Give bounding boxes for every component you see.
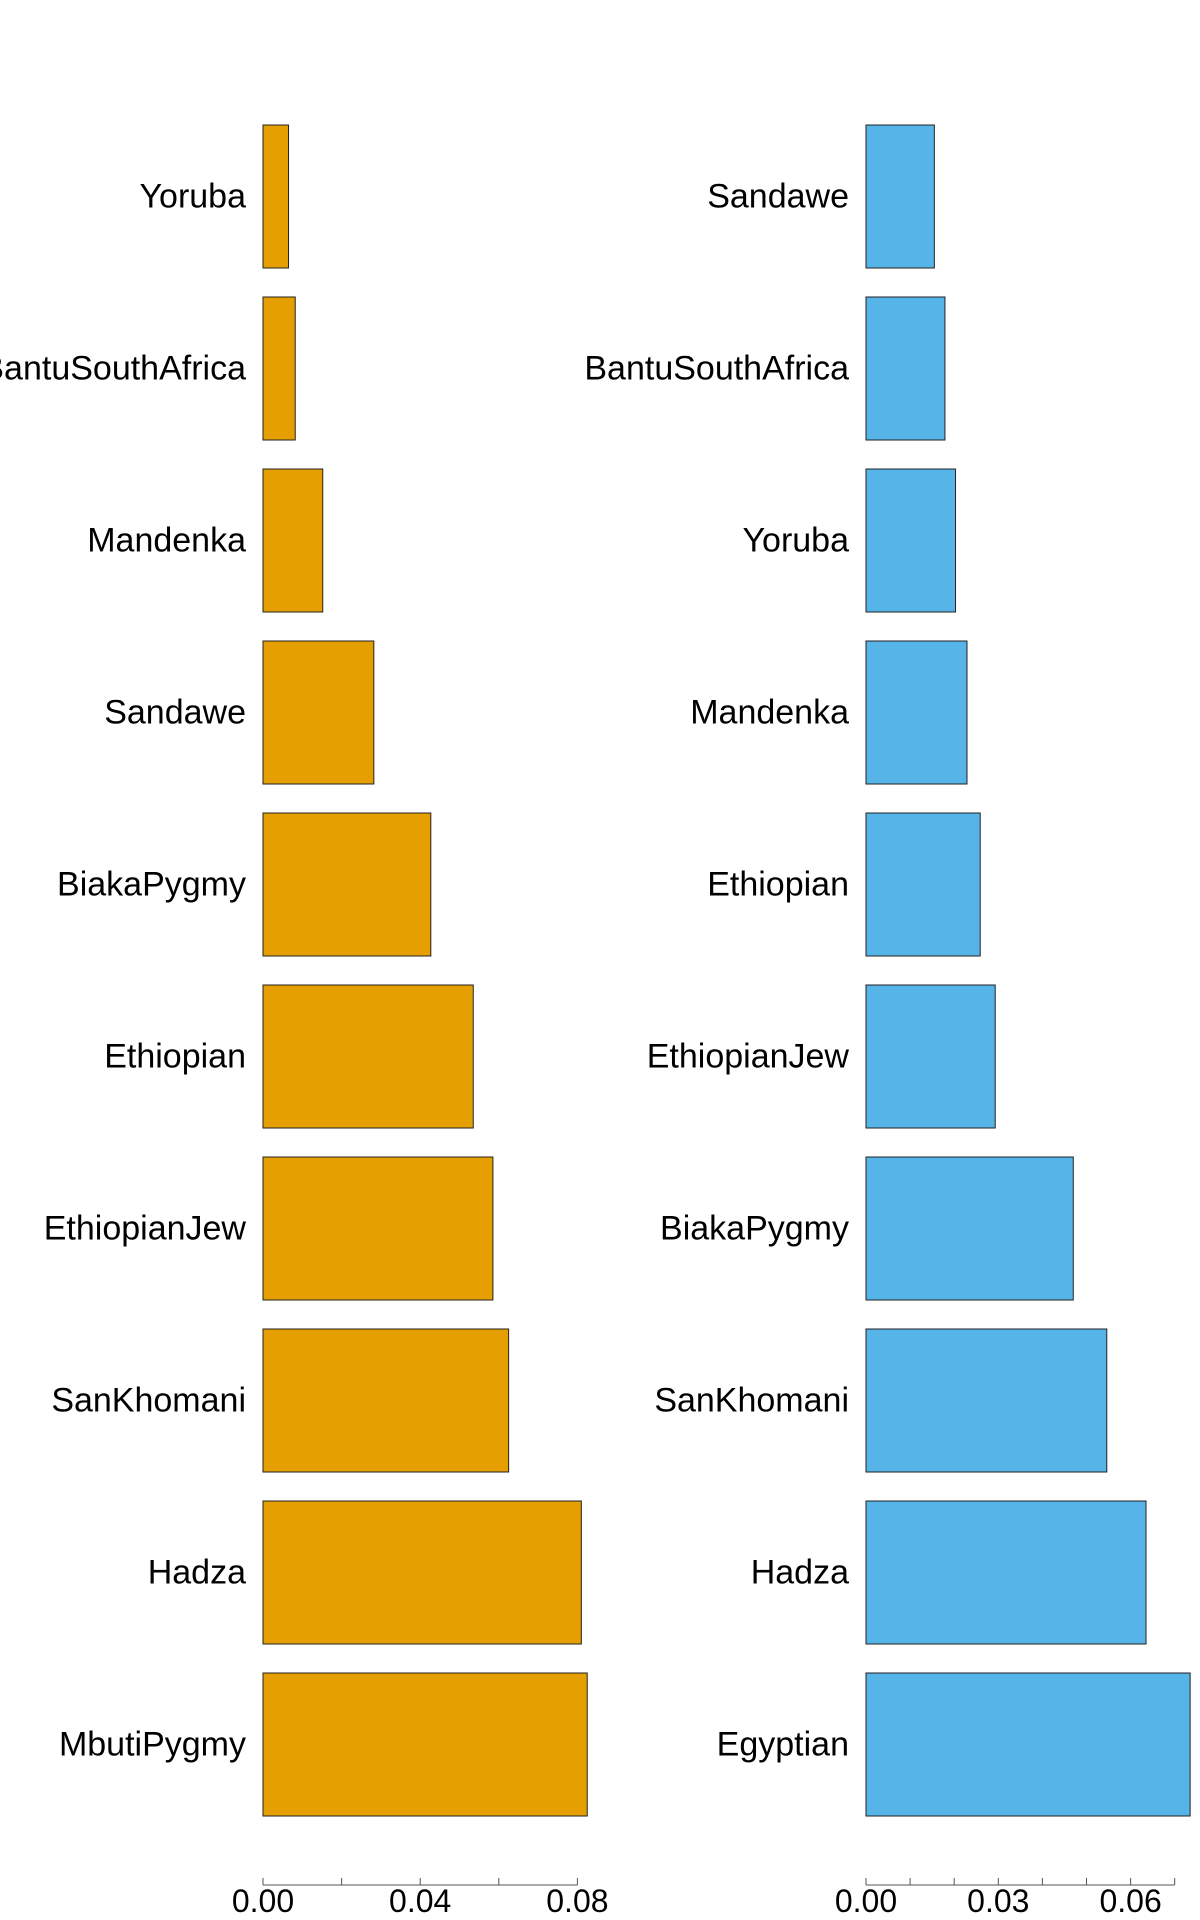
bar-chart-left: Yoruba BantuSouthAfrica Mandenka Sandawe Bia… [0, 124, 609, 1919]
bar-Egyptian [865, 1672, 1191, 1817]
x-tick-label: 0.08 [546, 1883, 608, 1919]
category-label: Egyptian [717, 1726, 849, 1764]
category-label: BiakaPygmy [660, 1210, 849, 1248]
bar-Hadza [865, 1500, 1147, 1645]
bar-Mandenka [865, 640, 968, 785]
category-label: Sandawe [707, 178, 849, 216]
bar-BantuSouthAfrica [262, 296, 296, 441]
x-tick-label: 0.03 [967, 1883, 1029, 1919]
category-label: BantuSouthAfrica [0, 350, 246, 388]
category-label: Sandawe [104, 694, 246, 732]
category-label: Hadza [751, 1554, 849, 1592]
category-label: Yoruba [742, 522, 849, 560]
x-tick-label: 0.00 [835, 1883, 897, 1919]
category-label: EthiopianJew [44, 1210, 247, 1248]
bar-Yoruba [865, 468, 957, 613]
category-label: BiakaPygmy [57, 866, 246, 904]
bar-EthiopianJew [262, 1156, 494, 1301]
bar-SanKhomani [262, 1328, 510, 1473]
category-label: Ethiopian [707, 866, 849, 904]
category-label: SanKhomani [51, 1382, 246, 1420]
bar-chart-right: Sandawe BantuSouthAfrica Yoruba Mandenka Eth… [584, 124, 1191, 1919]
x-tick-label: 0.00 [232, 1883, 294, 1919]
bar-Sandawe [865, 124, 935, 269]
bar-Ethiopian [865, 812, 981, 957]
category-label: Hadza [148, 1554, 246, 1592]
x-tick-label: 0.04 [389, 1883, 451, 1919]
category-label: EthiopianJew [647, 1038, 850, 1076]
bar-Sandawe [262, 640, 375, 785]
bar-BiakaPygmy [865, 1156, 1074, 1301]
bar-Yoruba [262, 124, 290, 269]
bar-Ethiopian [262, 984, 474, 1129]
category-label: Ethiopian [104, 1038, 246, 1076]
category-label: Mandenka [690, 694, 849, 732]
bar-BantuSouthAfrica [865, 296, 946, 441]
bar-MbutiPygmy [262, 1672, 588, 1817]
category-label: BantuSouthAfrica [584, 350, 849, 388]
bar-BiakaPygmy [262, 812, 432, 957]
category-label: Mandenka [87, 522, 246, 560]
bar-Hadza [262, 1500, 582, 1645]
x-tick-label: 0.06 [1099, 1883, 1161, 1919]
category-label: SanKhomani [654, 1382, 849, 1420]
bar-EthiopianJew [865, 984, 996, 1129]
category-label: MbutiPygmy [59, 1726, 246, 1764]
bar-Mandenka [262, 468, 324, 613]
bar-SanKhomani [865, 1328, 1108, 1473]
category-label: Yoruba [139, 178, 246, 216]
